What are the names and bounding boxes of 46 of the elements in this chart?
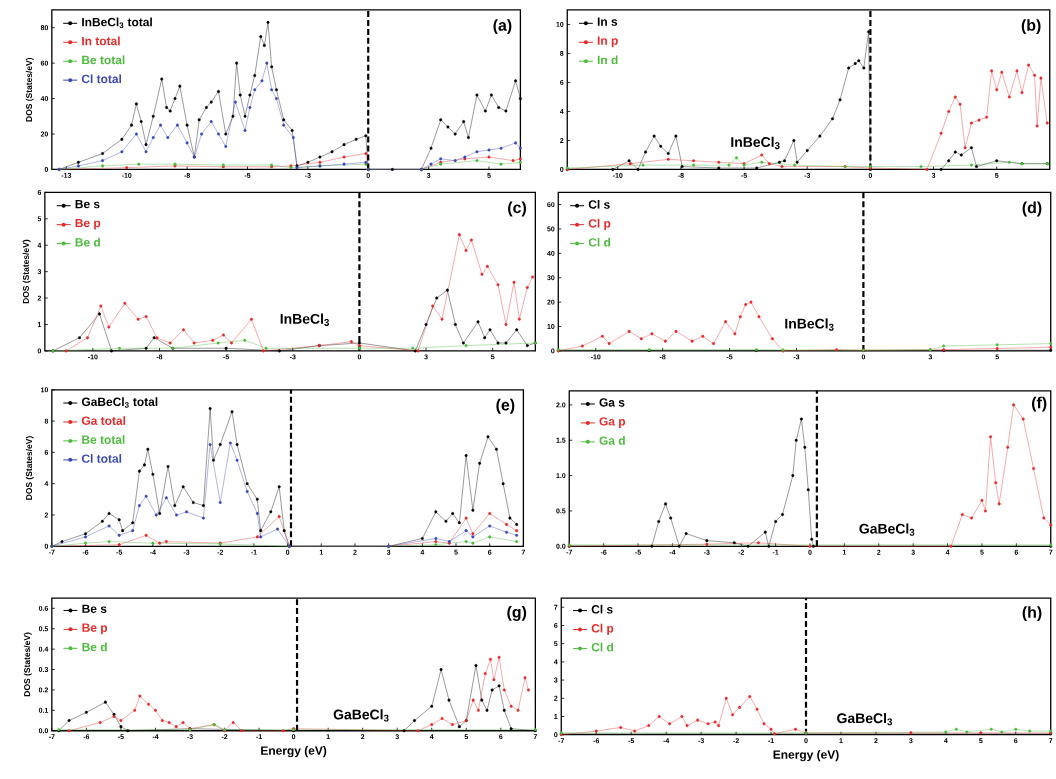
annotation: (b) [1021, 19, 1041, 35]
legend-label: Be d [82, 642, 107, 652]
legend-label: In p [597, 36, 618, 48]
legend-label: In total [82, 36, 120, 46]
legend-label: Cl total [81, 74, 122, 84]
legend-label: Be p [82, 623, 108, 635]
legend-label: Cl p [591, 623, 614, 636]
legend-label: Be p [75, 219, 101, 230]
legend-label: Cl total [81, 454, 122, 464]
legend-label: Be total [82, 435, 125, 445]
annotation: (d) [1022, 201, 1042, 217]
legend-label: Cl p [588, 219, 611, 231]
legend-label: Ga total [81, 416, 126, 426]
legend-label: In s [597, 17, 618, 27]
annotation: InBeCl$_{3}$ [785, 318, 834, 331]
legend-label: Be s [82, 604, 107, 614]
legend-label: Be total [82, 55, 125, 65]
legend-label: Ga s [599, 398, 625, 407]
legend-label: In d [597, 55, 618, 65]
y-axis-title: DOS (States/eV) [25, 58, 34, 122]
annotation: (g) [507, 606, 527, 622]
annotation: (a) [493, 19, 512, 35]
legend-label: Cl s [591, 605, 613, 614]
x-axis-title: Energy (eV) [773, 750, 839, 762]
annotation: GaBeCl$_{3}$ [859, 523, 915, 536]
annotation: GaBeCl$_{3}$ [837, 713, 893, 726]
y-axis-title: DOS (States/eV) [23, 632, 32, 697]
annotation: GaBeCl$_{3}$ [333, 709, 389, 722]
x-axis-title: Energy (eV) [261, 746, 327, 758]
legend-label: Be d [75, 238, 100, 247]
y-axis-title: DOS (States/eV) [25, 436, 34, 500]
legend-label: Cl d [588, 238, 611, 247]
annotation: (h) [1022, 606, 1042, 622]
legend-label: InBeCl$_{3}$ total [82, 17, 152, 29]
annotation: (e) [496, 399, 515, 414]
legend-label: GaBeCl$_{3}$ total [81, 397, 158, 408]
legend-label: Ga p [599, 417, 626, 429]
legend-label: Cl d [591, 642, 613, 652]
annotation: InBeCl$_{3}$ [280, 313, 330, 327]
annotation: (c) [508, 201, 526, 217]
legend-label: Be s [75, 200, 100, 209]
legend-label: Ga d [599, 436, 625, 446]
annotation: (f) [1032, 396, 1047, 412]
legend-label: Cl s [588, 200, 610, 209]
y-axis-title: DOS (States/eV) [22, 240, 31, 304]
annotation: InBeCl$_{3}$ [731, 136, 780, 150]
